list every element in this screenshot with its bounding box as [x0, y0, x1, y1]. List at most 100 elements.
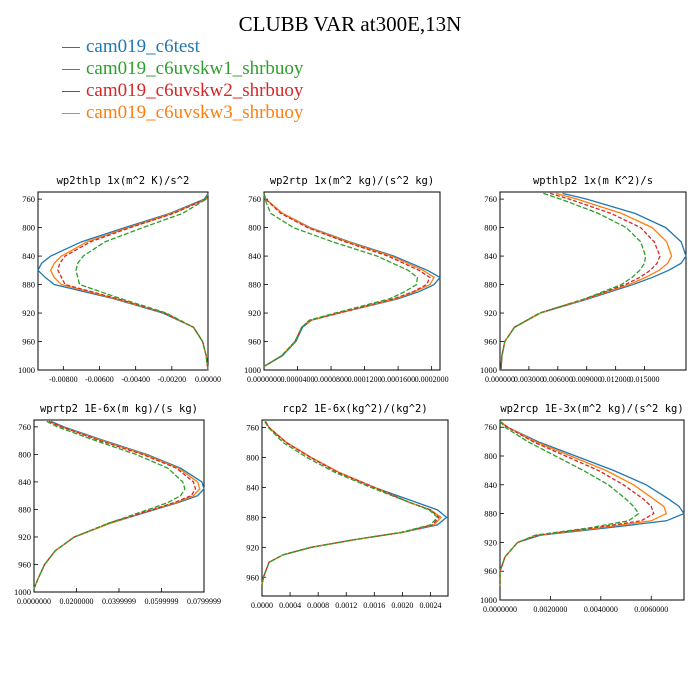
plot-title: wprtp2 1E-6x(m kg)/(s kg) — [40, 403, 198, 415]
x-tick-label: 0.0020 — [391, 601, 413, 610]
legend-label: cam019_c6uvskw3_shrbuoy — [86, 102, 304, 123]
y-tick-label: 920 — [484, 308, 497, 318]
x-tick-label: 0.0399999 — [102, 597, 136, 606]
x-tick-label: 0.00000 — [195, 375, 221, 384]
x-tick-label: 0.0024 — [419, 601, 441, 610]
y-tick-label: 1000 — [18, 365, 35, 375]
y-tick-label: 800 — [246, 452, 259, 462]
x-tick-label: -0.00400 — [121, 375, 150, 384]
plot-panel: wp2thlp 1x(m^2 K)/s^2 760 800 840 880 920 960 1… — [18, 175, 221, 384]
y-tick-label: 960 — [484, 337, 497, 347]
plot-frame — [263, 191, 441, 371]
x-tick-label: 0.0020000 — [533, 605, 567, 614]
x-tick-label: 0.000000 — [485, 375, 515, 384]
plot-panel: rcp2 1E-6x(kg^2)/(kg^2) 760 800 840 880 920 96… — [246, 403, 449, 610]
series-line — [261, 421, 442, 585]
legend-item: cam019_c6uvskw1_shrbuoy — [62, 58, 303, 80]
series-line — [263, 193, 441, 368]
y-tick-label: 960 — [484, 566, 497, 576]
legend-swatch — [62, 46, 80, 48]
y-tick-label: 920 — [484, 537, 497, 547]
series-line — [499, 421, 640, 586]
x-tick-label: 0.0200000 — [60, 597, 94, 606]
y-tick-label: 840 — [248, 251, 261, 261]
y-tick-label: 960 — [18, 559, 31, 569]
x-tick-label: -0.00600 — [85, 375, 114, 384]
x-tick-label: 0.0001600 — [381, 375, 415, 384]
y-tick-label: 960 — [22, 337, 35, 347]
series-line — [75, 193, 209, 371]
y-tick-label: 1000 — [14, 587, 31, 597]
figure-title: CLUBB VAR at300E,13N — [238, 12, 462, 36]
x-tick-label: 0.0799999 — [187, 597, 221, 606]
y-tick-label: 840 — [22, 251, 35, 261]
legend-item: cam019_c6uvskw3_shrbuoy — [62, 102, 303, 124]
plot-panel: wp2rcp 1E-3x(m^2 kg)/(s^2 kg)760 800 840 88… — [480, 403, 685, 614]
x-tick-label: 0.0008 — [307, 601, 329, 610]
plot-title: wp2thlp 1x(m^2 K)/s^2 — [57, 175, 190, 187]
y-tick-label: 760 — [246, 422, 259, 432]
x-tick-label: 0.0000000 — [17, 597, 51, 606]
plot-title: wp2rcp 1E-3x(m^2 kg)/(s^2 kg) — [500, 403, 683, 415]
legend-label: cam019_c6uvskw1_shrbuoy — [86, 58, 304, 79]
legend-label: cam019_c6uvskw2_shrbuoy — [86, 80, 304, 101]
x-tick-label: -0.00800 — [49, 375, 78, 384]
y-tick-label: 800 — [22, 223, 35, 233]
plot-frame — [261, 419, 449, 597]
y-tick-label: 760 — [22, 194, 35, 204]
x-tick-label: 0.0060000 — [634, 605, 668, 614]
plot-title: wpthlp2 1x(m K^2)/s — [533, 175, 653, 187]
x-tick-label: 0.009000 — [572, 375, 602, 384]
x-tick-label: 0.0000000 — [247, 375, 281, 384]
x-tick-label: 0.006000 — [543, 375, 573, 384]
x-tick-label: -0.00200 — [157, 375, 186, 384]
series-line — [33, 420, 186, 589]
y-tick-label: 760 — [484, 194, 497, 204]
y-tick-label: 880 — [484, 509, 497, 519]
y-tick-label: 760 — [18, 422, 31, 432]
legend-item: cam019_c6test — [62, 36, 303, 58]
y-tick-label: 760 — [248, 194, 261, 204]
series-line — [261, 421, 439, 585]
x-tick-label: 0.0000000 — [483, 605, 517, 614]
y-tick-label: 960 — [248, 337, 261, 347]
y-tick-label: 840 — [18, 477, 31, 487]
series-line — [500, 192, 687, 371]
series-line — [263, 193, 431, 367]
plot-title: wp2rtp 1x(m^2 kg)/(s^2 kg) — [270, 175, 434, 187]
x-tick-label: 0.015000 — [630, 375, 660, 384]
x-tick-label: 0.0000800 — [314, 375, 348, 384]
plot-panel: wprtp2 1E-6x(m kg)/(s kg) 760 800 840 880 920… — [14, 403, 221, 606]
y-tick-label: 880 — [22, 280, 35, 290]
y-tick-label: 880 — [246, 512, 259, 522]
x-tick-label: 0.0012 — [335, 601, 357, 610]
y-tick-label: 1000 — [244, 365, 261, 375]
y-tick-label: 880 — [248, 280, 261, 290]
series-line — [499, 420, 685, 586]
y-tick-label: 800 — [484, 223, 497, 233]
y-tick-label: 840 — [484, 480, 497, 490]
legend-swatch — [62, 90, 80, 92]
plot-frame — [499, 419, 685, 601]
x-tick-label: 0.003000 — [514, 375, 544, 384]
y-tick-label: 920 — [18, 532, 31, 542]
x-tick-label: 0.0004 — [279, 601, 301, 610]
y-tick-label: 880 — [484, 280, 497, 290]
x-tick-label: 0.0016 — [363, 601, 385, 610]
legend: cam019_c6test cam019_c6uvskw1_shrbuoy ca… — [62, 36, 303, 124]
series-line — [500, 192, 647, 371]
x-tick-label: 0.0000400 — [281, 375, 315, 384]
y-tick-label: 920 — [22, 308, 35, 318]
series-line — [500, 192, 673, 371]
y-tick-label: 800 — [484, 451, 497, 461]
y-tick-label: 840 — [484, 251, 497, 261]
plot-panel: wpthlp2 1x(m K^2)/s 760 800 840 880 920 960 100… — [480, 175, 687, 384]
legend-item: cam019_c6uvskw2_shrbuoy — [62, 80, 303, 102]
y-tick-label: 1000 — [480, 365, 497, 375]
series-line — [263, 193, 419, 367]
x-tick-label: 0.012000 — [601, 375, 631, 384]
legend-swatch — [62, 68, 80, 70]
plot-title: rcp2 1E-6x(kg^2)/(kg^2) — [282, 403, 427, 415]
